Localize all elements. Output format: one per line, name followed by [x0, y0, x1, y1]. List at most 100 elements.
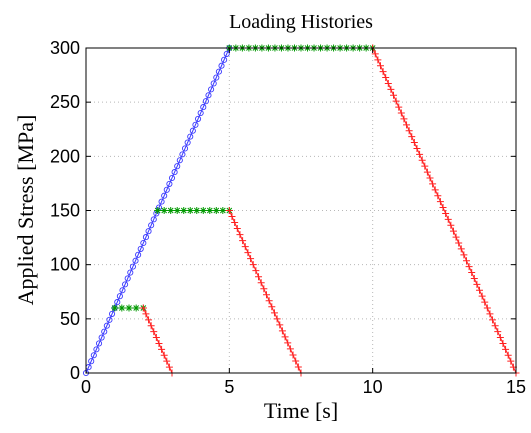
- loading-marker: [124, 275, 131, 282]
- unloading-marker: [225, 207, 233, 214]
- loading-marker: [202, 98, 209, 105]
- unloading-marker: [476, 286, 484, 294]
- unloading-marker: [382, 74, 390, 82]
- loading-marker: [95, 340, 103, 347]
- loading-marker: [192, 121, 199, 128]
- unloading-marker: [160, 351, 168, 359]
- loading-marker: [166, 180, 173, 187]
- unloading-marker: [496, 334, 504, 342]
- unloading-series: [225, 207, 305, 377]
- unloading-marker: [452, 233, 460, 241]
- unloading-marker: [426, 174, 434, 182]
- unloading-marker: [470, 274, 478, 282]
- loading-marker: [132, 257, 139, 264]
- loading-marker: [158, 198, 165, 205]
- unloading-marker: [294, 363, 302, 371]
- loading-marker: [137, 245, 144, 252]
- unloading-marker: [247, 255, 255, 263]
- hold-marker: [180, 207, 188, 214]
- loading-marker: [93, 346, 100, 353]
- unloading-marker: [397, 109, 405, 117]
- unloading-marker: [460, 251, 468, 259]
- loading-marker: [127, 269, 134, 276]
- loading-marker: [116, 293, 123, 300]
- unloading-marker: [457, 245, 465, 253]
- hold-marker: [154, 207, 162, 214]
- y-tick-label: 150: [50, 201, 80, 221]
- unloading-marker: [491, 322, 499, 330]
- y-tick-label: 300: [50, 38, 80, 58]
- unloading-marker: [447, 221, 455, 229]
- loading-marker: [200, 104, 207, 111]
- unloading-marker: [405, 127, 413, 135]
- unloading-marker: [371, 50, 379, 58]
- unloading-marker: [499, 339, 507, 347]
- loading-marker: [98, 334, 105, 341]
- loading-marker: [171, 169, 178, 176]
- hold-marker: [160, 207, 168, 214]
- loading-marker: [142, 234, 149, 241]
- unloading-line: [228, 210, 302, 374]
- loading-marker: [119, 287, 126, 294]
- unloading-marker: [439, 204, 447, 212]
- unloading-marker: [241, 243, 249, 251]
- loading-marker: [179, 151, 186, 158]
- unloading-marker: [147, 322, 155, 330]
- loading-marker: [205, 92, 212, 99]
- unloading-marker: [429, 180, 437, 188]
- hold-marker: [125, 304, 133, 312]
- unloading-marker: [152, 334, 160, 342]
- loading-marker: [174, 163, 181, 170]
- unloading-series: [139, 304, 176, 377]
- loading-marker: [213, 74, 220, 81]
- unloading-marker: [431, 186, 439, 194]
- series-layer: [82, 44, 520, 377]
- y-tick-label: 100: [50, 255, 80, 275]
- unloading-marker: [281, 333, 289, 341]
- loading-marker: [161, 192, 168, 199]
- unloading-marker: [155, 339, 163, 347]
- unloading-marker: [502, 345, 510, 353]
- loading-marker: [90, 352, 97, 359]
- loading-marker: [129, 263, 136, 270]
- loading-marker: [109, 310, 116, 317]
- loading-marker: [114, 299, 121, 306]
- loading-marker: [140, 239, 147, 247]
- unloading-marker: [408, 133, 416, 141]
- hold-marker: [186, 207, 194, 214]
- unloading-marker: [473, 280, 481, 288]
- loading-marker: [106, 316, 113, 323]
- loading-marker: [181, 145, 189, 152]
- unloading-marker: [392, 97, 400, 105]
- unloading-marker: [481, 298, 489, 306]
- unloading-marker: [249, 261, 257, 269]
- loading-marker: [195, 115, 202, 122]
- unloading-marker: [434, 192, 442, 200]
- unloading-marker: [462, 257, 470, 265]
- unloading-marker: [494, 328, 502, 336]
- unloading-marker: [416, 150, 424, 158]
- unloading-series: [369, 44, 520, 377]
- loading-marker: [135, 251, 142, 258]
- unloading-marker: [403, 121, 411, 129]
- loading-marker: [150, 216, 157, 223]
- unloading-marker: [163, 357, 171, 365]
- unloading-marker: [289, 351, 297, 359]
- unloading-marker: [468, 269, 476, 277]
- unloading-marker: [504, 351, 512, 359]
- unloading-marker: [145, 316, 153, 324]
- x-tick-label: 5: [224, 377, 234, 397]
- y-tick-label: 0: [70, 363, 80, 383]
- unloading-marker: [390, 91, 398, 99]
- hold-marker: [206, 207, 214, 214]
- unloading-marker: [255, 273, 263, 281]
- loading-marker: [197, 109, 204, 117]
- unloading-marker: [142, 310, 150, 318]
- y-tick-label: 50: [60, 309, 80, 329]
- unloading-marker: [423, 168, 431, 176]
- loading-marker: [163, 186, 170, 193]
- x-tick-label: 0: [81, 377, 91, 397]
